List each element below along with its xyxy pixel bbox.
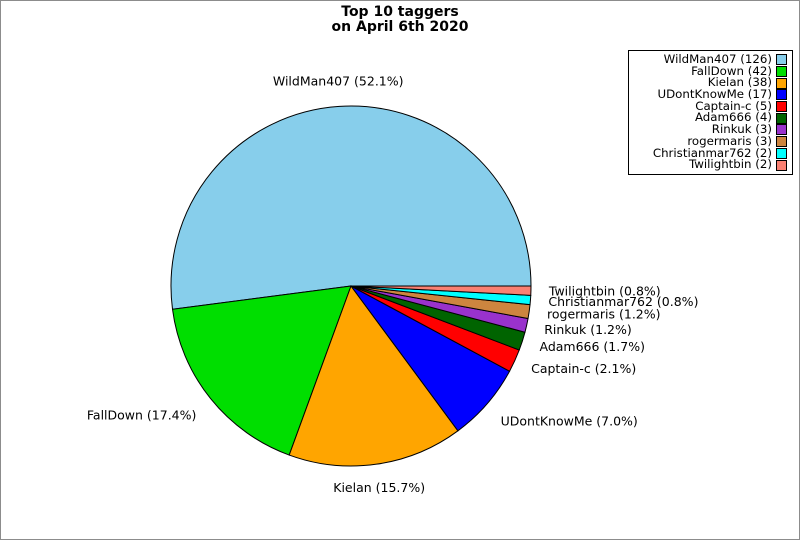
chart-subtitle: on April 6th 2020	[331, 19, 469, 35]
pie-slice-Kielan	[288, 284, 459, 467]
legend-label: Twilightbin (2)	[688, 157, 772, 172]
slice-label-Adam666: Adam666 (1.7%)	[540, 339, 645, 354]
legend: WildMan407 (126) FallDown (42) Kielan (38)…	[628, 50, 793, 175]
legend-label: UDontKnowMe (17)	[657, 87, 772, 102]
legend-color-swatch	[776, 66, 787, 78]
legend-color-swatch	[776, 101, 787, 113]
legend-color-swatch	[776, 124, 787, 136]
legend-color-swatch	[776, 89, 787, 101]
slice-label-Christianmar762: Christianmar762 (0.8%)	[548, 294, 698, 309]
legend-item-FallDown: FallDown (42)	[633, 63, 787, 78]
legend-label: Captain-c (5)	[695, 98, 772, 113]
legend-color-swatch	[776, 147, 787, 159]
slice-label-Captain-c: Captain-c (2.1%)	[531, 361, 636, 376]
slice-label-rogermaris: rogermaris (1.2%)	[547, 307, 661, 322]
legend-item-Rinkuk: Rinkuk (3)	[633, 122, 787, 137]
legend-label: WildMan407 (126)	[663, 52, 772, 66]
pie-slice-Twilightbin	[350, 285, 532, 296]
legend-label: Adam666 (4)	[694, 110, 772, 125]
slice-label-Rinkuk: Rinkuk (1.2%)	[544, 322, 632, 337]
legend-item-rogermaris: rogermaris (3)	[633, 133, 787, 148]
legend-item-Christianmar762: Christianmar762 (2)	[633, 145, 787, 160]
legend-item-UDontKnowMe: UDontKnowMe (17)	[633, 87, 787, 102]
legend-color-swatch	[776, 54, 787, 66]
legend-item-WildMan407: WildMan407 (126)	[633, 52, 787, 66]
slice-label-FallDown: FallDown (17.4%)	[87, 408, 197, 423]
legend-color-swatch	[776, 112, 787, 124]
pie-slice-WildMan407	[170, 105, 532, 310]
slice-label-Twilightbin: Twilightbin (0.8%)	[548, 284, 661, 299]
chart-title: Top 10 taggers	[341, 4, 459, 20]
legend-label: rogermaris (3)	[687, 133, 772, 148]
legend-label: Rinkuk (3)	[711, 122, 772, 137]
legend-label: Christianmar762 (2)	[652, 145, 772, 160]
slice-label-WildMan407: WildMan407 (52.1%)	[273, 73, 404, 88]
legend-item-Kielan: Kielan (38)	[633, 77, 787, 89]
chart-title-block: Top 10 taggers on April 6th 2020	[1, 5, 799, 35]
legend-item-Captain-c: Captain-c (5)	[633, 98, 787, 113]
pie-slice-FallDown	[171, 285, 352, 456]
legend-color-swatch	[776, 77, 787, 89]
legend-label: Kielan (38)	[707, 75, 772, 90]
legend-color-swatch	[776, 136, 787, 148]
legend-item-Twilightbin: Twilightbin (2)	[633, 157, 787, 172]
slice-label-UDontKnowMe: UDontKnowMe (7.0%)	[501, 414, 638, 429]
slice-label-Kielan: Kielan (15.7%)	[333, 480, 425, 495]
legend-item-Adam666: Adam666 (4)	[633, 112, 787, 124]
legend-label: FallDown (42)	[691, 63, 772, 78]
legend-color-swatch	[776, 159, 787, 171]
